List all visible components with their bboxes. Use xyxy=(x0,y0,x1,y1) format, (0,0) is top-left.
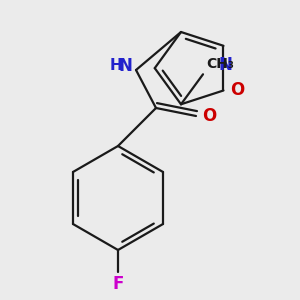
Text: CH₃: CH₃ xyxy=(206,57,234,71)
Text: H: H xyxy=(109,58,122,74)
Text: N: N xyxy=(118,57,132,75)
Text: O: O xyxy=(202,107,216,125)
Text: N: N xyxy=(218,56,233,74)
Text: O: O xyxy=(230,82,245,100)
Text: F: F xyxy=(112,275,124,293)
